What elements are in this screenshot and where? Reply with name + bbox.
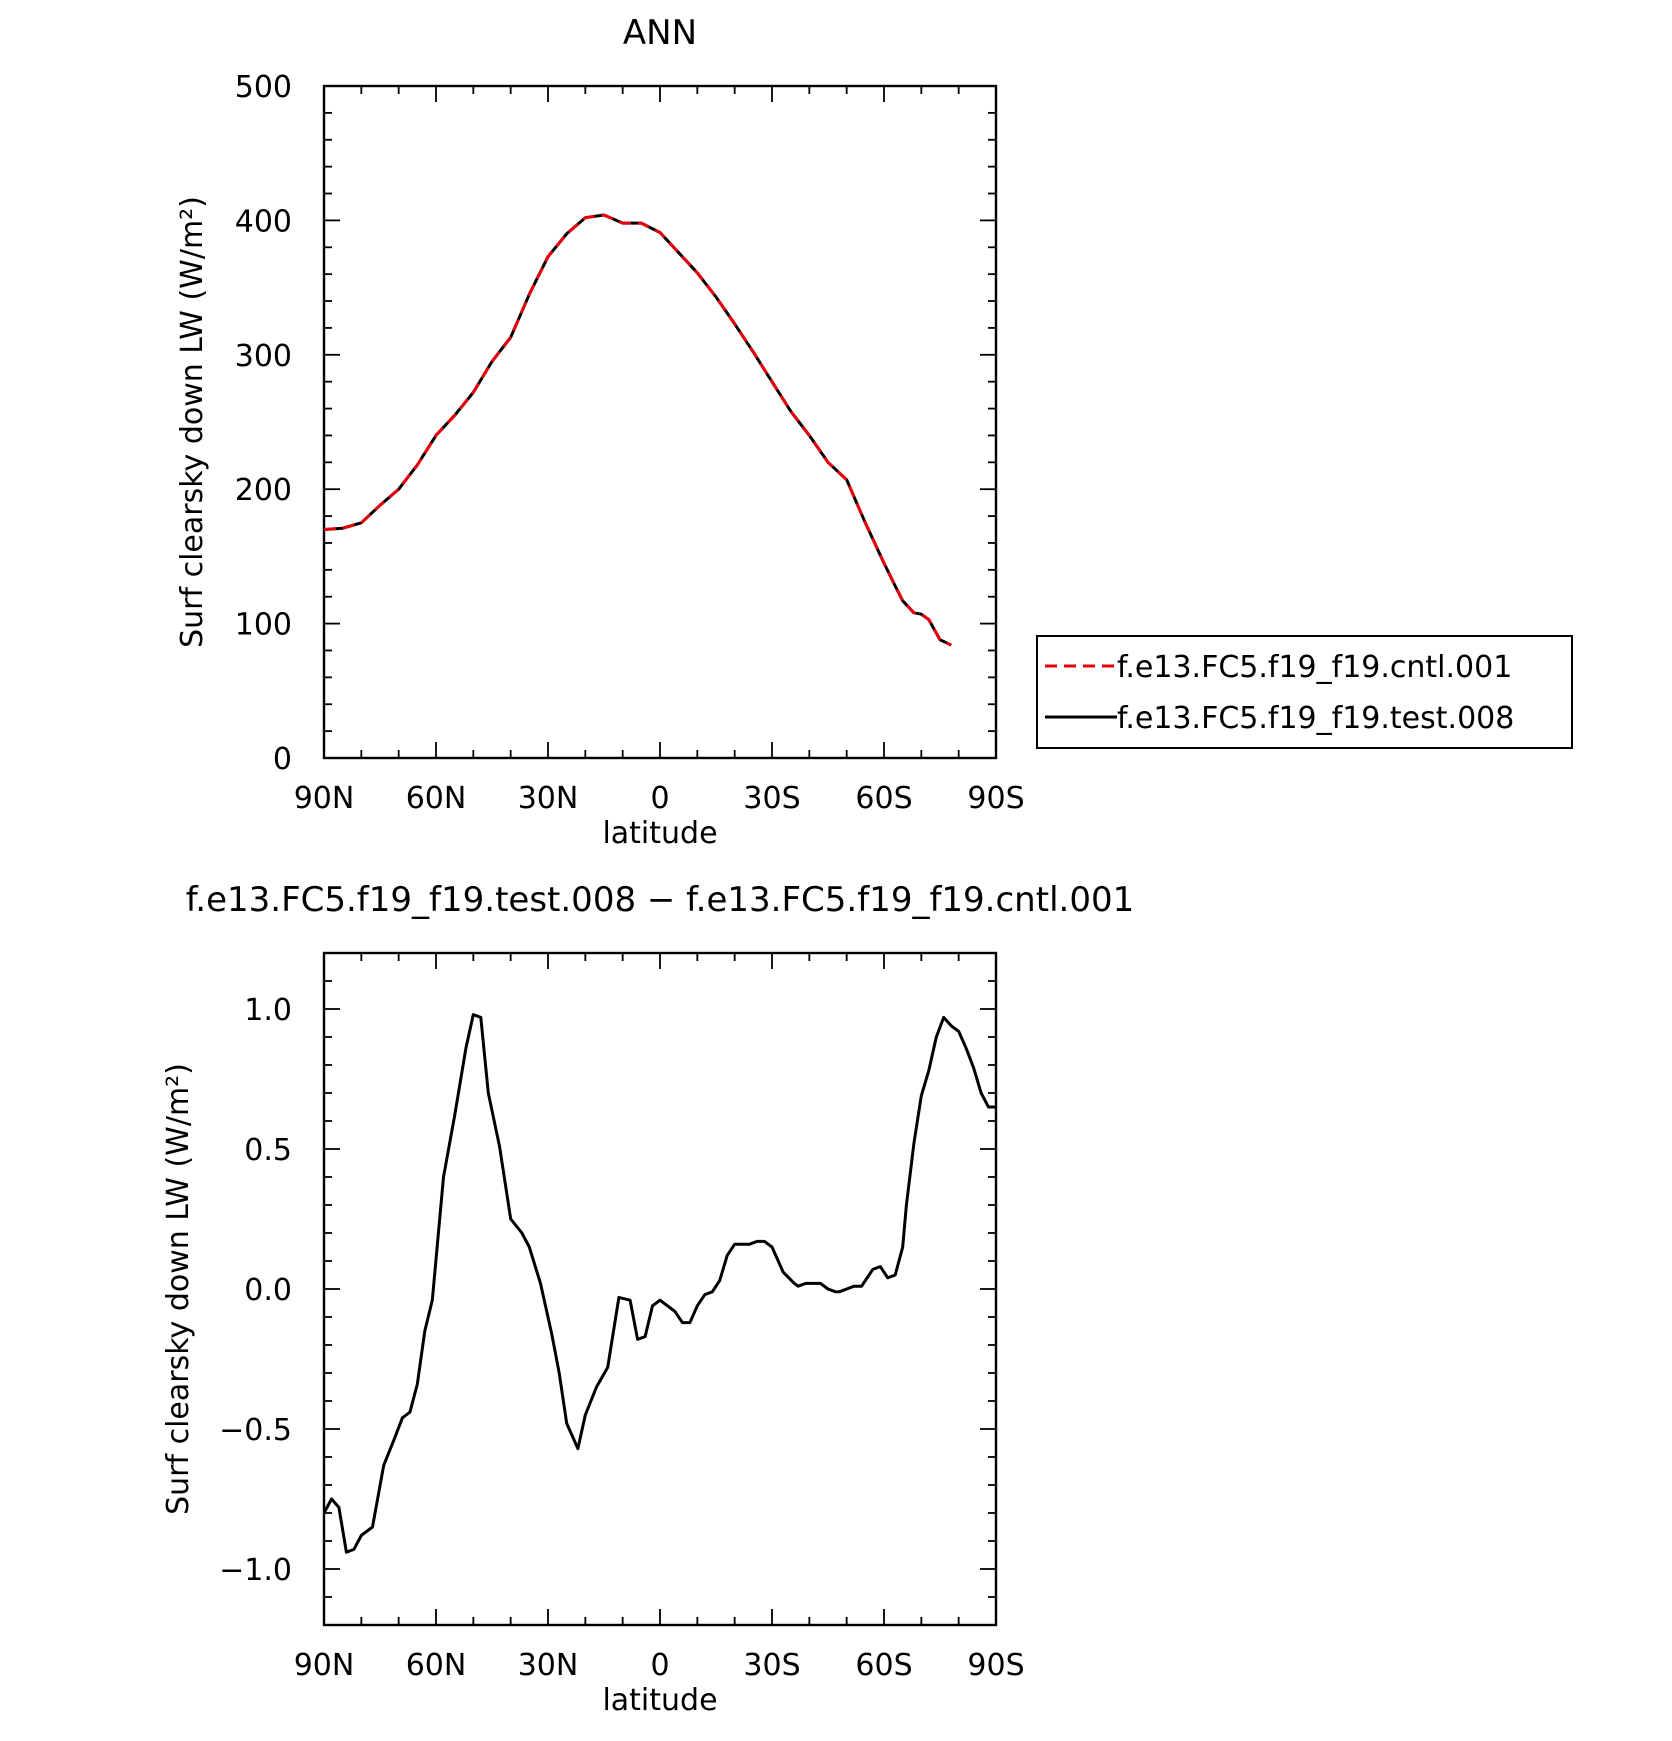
x-tick-label: 90N bbox=[294, 781, 355, 816]
y-tick-label: 0 bbox=[273, 742, 292, 777]
x-axis-label: latitude bbox=[602, 816, 717, 851]
x-tick-label: 60S bbox=[855, 1648, 912, 1683]
plot-frame bbox=[322, 951, 998, 1627]
y-tick-label: 0.0 bbox=[244, 1273, 292, 1308]
series-line-0 bbox=[324, 1013, 996, 1554]
x-axis-label: latitude bbox=[602, 1683, 717, 1718]
y-tick-label: 100 bbox=[235, 608, 292, 643]
series-line-1 bbox=[324, 213, 952, 647]
x-tick-label: 30S bbox=[743, 1648, 800, 1683]
x-tick-label: 60N bbox=[406, 1648, 467, 1683]
y-tick-label: 0.5 bbox=[244, 1133, 292, 1168]
top-chart: 90N 60N 30N 0 30S 60S 90S 0 100 200 300 400 500 latit… bbox=[175, 13, 1573, 851]
y-axis-label: Surf clearsky down LW (W/m²) bbox=[161, 1063, 196, 1515]
x-tick-label: 90N bbox=[294, 1648, 355, 1683]
x-tick-label: 0 bbox=[650, 1648, 669, 1683]
y-tick-label: −0.5 bbox=[219, 1413, 292, 1448]
x-tick-label: 90S bbox=[967, 781, 1024, 816]
y-tick-label: 300 bbox=[235, 339, 292, 374]
y-axis-label: Surf clearsky down LW (W/m²) bbox=[175, 196, 210, 648]
x-tick-label: 90S bbox=[967, 1648, 1024, 1683]
legend-label: f.e13.FC5.f19_f19.test.008 bbox=[1117, 701, 1514, 736]
legend-label: f.e13.FC5.f19_f19.cntl.001 bbox=[1117, 650, 1512, 685]
legend-box bbox=[1036, 635, 1573, 749]
legend: f.e13.FC5.f19_f19.cntl.001 f.e13.FC5.f19_… bbox=[1036, 635, 1573, 749]
plot-frame bbox=[322, 84, 998, 760]
y-tick-label: 400 bbox=[235, 204, 292, 239]
x-tick-label: 30S bbox=[743, 781, 800, 816]
x-tick-label: 30N bbox=[518, 1648, 579, 1683]
x-tick-label: 60N bbox=[406, 781, 467, 816]
x-tick-label: 0 bbox=[650, 781, 669, 816]
x-tick-label: 60S bbox=[855, 781, 912, 816]
y-tick-label: 200 bbox=[235, 473, 292, 508]
series-line-0 bbox=[324, 213, 952, 647]
y-tick-label: 500 bbox=[235, 70, 292, 105]
chart-title: f.e13.FC5.f19_f19.test.008 − f.e13.FC5.f… bbox=[186, 880, 1134, 920]
chart-title: ANN bbox=[623, 13, 697, 53]
x-tick-label: 30N bbox=[518, 781, 579, 816]
y-tick-label: −1.0 bbox=[219, 1553, 292, 1588]
y-tick-label: 1.0 bbox=[244, 993, 292, 1028]
difference-chart: 90N 60N 30N 0 30S 60S 90S 1.0 0.5 0.0 −0.5 −1.0 lati… bbox=[161, 880, 1134, 1718]
